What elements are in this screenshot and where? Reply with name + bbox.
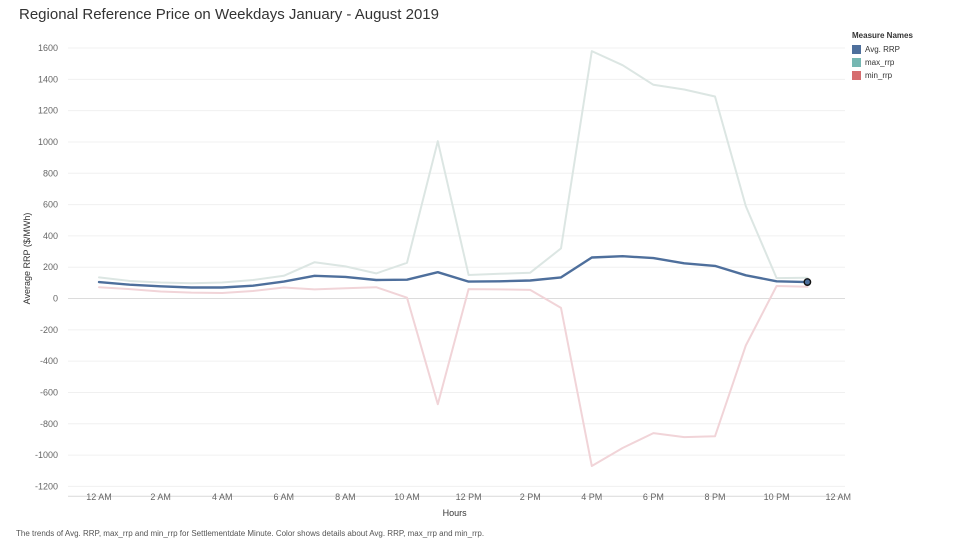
x-tick-label: 12 AM: [86, 492, 112, 502]
x-tick-label: 8 AM: [335, 492, 356, 502]
x-tick-label: 2 PM: [520, 492, 541, 502]
legend-swatch-max-rrp: [852, 58, 861, 67]
x-tick-label: 4 PM: [581, 492, 602, 502]
x-tick-label: 2 AM: [150, 492, 171, 502]
x-tick-label: 12 PM: [456, 492, 482, 502]
y-tick-label: 1200: [38, 106, 58, 116]
legend-swatch-min-rrp: [852, 71, 861, 80]
x-tick-label: 12 AM: [825, 492, 851, 502]
y-tick-label: -800: [40, 419, 58, 429]
x-tick-label: 6 PM: [643, 492, 664, 502]
x-tick-label: 10 PM: [764, 492, 790, 502]
legend: Measure Names Avg. RRP max_rrp min_rrp: [852, 31, 952, 82]
y-tick-label: 1600: [38, 43, 58, 53]
y-axis-title: Average RRP ($/MWh): [22, 213, 32, 305]
legend-item-avg-rrp[interactable]: Avg. RRP: [852, 43, 952, 56]
chart-title: Regional Reference Price on Weekdays Jan…: [19, 6, 439, 23]
y-tick-label: 800: [43, 168, 58, 178]
y-tick-label: -1200: [35, 481, 58, 491]
legend-label-max-rrp: max_rrp: [865, 58, 895, 67]
y-tick-label: -1000: [35, 450, 58, 460]
legend-swatch-avg-rrp: [852, 45, 861, 54]
x-tick-label: 6 AM: [274, 492, 295, 502]
y-tick-label: -200: [40, 325, 58, 335]
chart-caption: The trends of Avg. RRP, max_rrp and min_…: [16, 529, 485, 538]
legend-label-avg-rrp: Avg. RRP: [865, 45, 900, 54]
series-line-min-rrp: [98, 285, 809, 467]
legend-item-max-rrp[interactable]: max_rrp: [852, 56, 952, 69]
legend-label-min-rrp: min_rrp: [865, 71, 893, 80]
legend-item-min-rrp[interactable]: min_rrp: [852, 69, 952, 82]
highlight-point: [803, 278, 812, 286]
x-tick-label: 4 AM: [212, 492, 233, 502]
x-tick-label: 8 PM: [704, 492, 725, 502]
x-axis-title: Hours: [443, 508, 468, 518]
y-tick-label: 600: [43, 200, 58, 210]
series-line-max-rrp: [98, 50, 809, 285]
y-tick-label: 1000: [38, 137, 58, 147]
x-tick-label: 10 AM: [394, 492, 420, 502]
y-tick-label: -600: [40, 387, 58, 397]
series-line-avg-rrp: [97, 255, 809, 289]
y-tick-label: 400: [43, 231, 58, 241]
y-tick-label: 1400: [38, 74, 58, 84]
y-tick-label: 200: [43, 262, 58, 272]
legend-title: Measure Names: [852, 31, 913, 40]
y-tick-label: 0: [53, 294, 58, 304]
y-tick-label: -400: [40, 356, 58, 366]
